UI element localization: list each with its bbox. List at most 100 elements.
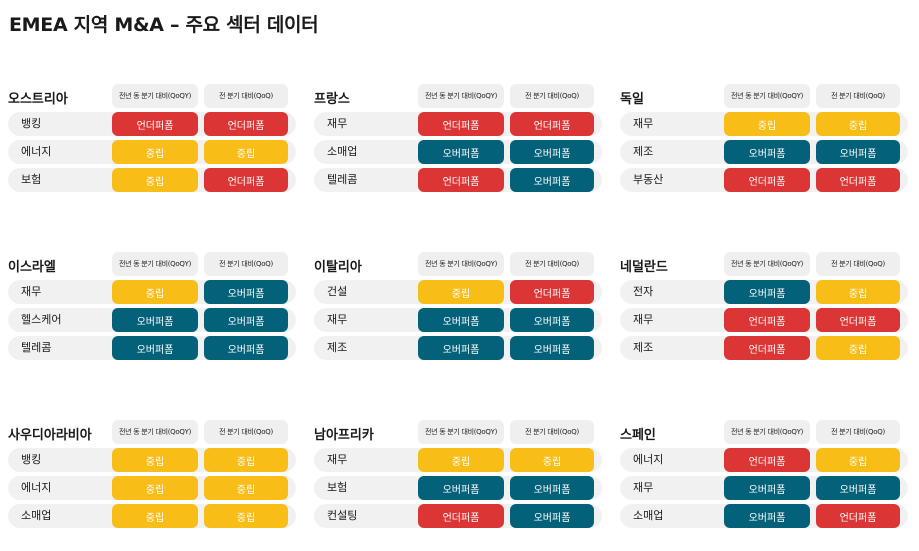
country-name: 프랑스 <box>314 92 350 107</box>
rating-qoqy-badge: 중립 <box>418 448 504 472</box>
sector-row: 컨설팅 언더퍼폼 오버퍼폼 <box>314 504 602 528</box>
country-panel: 프랑스 전년 동 분기 대비(QoQY) 전 분기 대비(QoQ) 재무 언더퍼폼 언더퍼… <box>314 84 602 192</box>
sector-row: 뱅킹 중립 중립 <box>8 448 296 472</box>
column-header-qoqy: 전년 동 분기 대비(QoQY) <box>418 420 504 444</box>
column-header-qoqy: 전년 동 분기 대비(QoQY) <box>418 252 504 276</box>
rating-qoqy-badge: 오버퍼폼 <box>418 476 504 500</box>
sector-name: 재무 <box>633 117 654 130</box>
panel-header: 오스트리아 전년 동 분기 대비(QoQY) 전 분기 대비(QoQ) <box>8 84 296 108</box>
sector-name: 재무 <box>327 453 348 466</box>
sector-row: 제조 오버퍼폼 오버퍼폼 <box>620 140 908 164</box>
sector-row: 재무 중립 중립 <box>314 448 602 472</box>
sector-row: 제조 오버퍼폼 오버퍼폼 <box>314 336 602 360</box>
column-header-qoq: 전 분기 대비(QoQ) <box>204 84 288 108</box>
column-header-qoqy: 전년 동 분기 대비(QoQY) <box>724 252 810 276</box>
sector-name: 텔레콤 <box>327 173 358 186</box>
column-header-qoqy: 전년 동 분기 대비(QoQY) <box>112 420 198 444</box>
rating-qoq-badge: 중립 <box>204 448 288 472</box>
rating-qoq-badge: 오버퍼폼 <box>510 504 594 528</box>
rating-qoqy-badge: 중립 <box>112 476 198 500</box>
sector-row: 재무 중립 중립 <box>620 112 908 136</box>
rating-qoq-badge: 언더퍼폼 <box>510 112 594 136</box>
sector-row: 전자 오버퍼폼 중립 <box>620 280 908 304</box>
country-panel: 이스라엘 전년 동 분기 대비(QoQY) 전 분기 대비(QoQ) 재무 중립 오버퍼폼… <box>8 252 296 360</box>
rating-qoq-badge: 중립 <box>204 140 288 164</box>
sector-name: 재무 <box>633 313 654 326</box>
rating-qoq-badge: 언더퍼폼 <box>510 280 594 304</box>
column-header-qoqy: 전년 동 분기 대비(QoQY) <box>724 84 810 108</box>
panel-header: 이스라엘 전년 동 분기 대비(QoQY) 전 분기 대비(QoQ) <box>8 252 296 276</box>
sector-row: 텔레콤 언더퍼폼 오버퍼폼 <box>314 168 602 192</box>
rating-qoq-badge: 오버퍼폼 <box>510 168 594 192</box>
sector-name: 헬스케어 <box>21 313 62 326</box>
rating-qoqy-badge: 중립 <box>112 504 198 528</box>
country-panel: 이탈리아 전년 동 분기 대비(QoQY) 전 분기 대비(QoQ) 건설 중립 언더퍼폼… <box>314 252 602 360</box>
rating-qoq-badge: 중립 <box>816 280 900 304</box>
sector-name: 제조 <box>633 145 654 158</box>
sector-name: 전자 <box>633 285 654 298</box>
sector-name: 재무 <box>327 313 348 326</box>
country-name: 이탈리아 <box>314 260 362 275</box>
country-name: 오스트리아 <box>8 92 68 107</box>
column-header-qoq: 전 분기 대비(QoQ) <box>204 252 288 276</box>
sector-row: 재무 언더퍼폼 언더퍼폼 <box>314 112 602 136</box>
rating-qoq-badge: 언더퍼폼 <box>816 168 900 192</box>
sector-row: 에너지 중립 중립 <box>8 140 296 164</box>
rating-qoq-badge: 오버퍼폼 <box>204 280 288 304</box>
sector-name: 텔레콤 <box>21 341 52 354</box>
rating-qoq-badge: 오버퍼폼 <box>510 476 594 500</box>
country-name: 사우디아라비아 <box>8 428 92 443</box>
panel-header: 네덜란드 전년 동 분기 대비(QoQY) 전 분기 대비(QoQ) <box>620 252 908 276</box>
panel-header: 남아프리카 전년 동 분기 대비(QoQY) 전 분기 대비(QoQ) <box>314 420 602 444</box>
rating-qoqy-badge: 오버퍼폼 <box>418 336 504 360</box>
rating-qoq-badge: 오버퍼폼 <box>816 140 900 164</box>
column-header-qoq: 전 분기 대비(QoQ) <box>510 252 594 276</box>
rating-qoqy-badge: 오버퍼폼 <box>724 280 810 304</box>
rating-qoq-badge: 오버퍼폼 <box>816 476 900 500</box>
country-panel: 오스트리아 전년 동 분기 대비(QoQY) 전 분기 대비(QoQ) 뱅킹 언더퍼폼 언… <box>8 84 296 192</box>
country-name: 스페인 <box>620 428 656 443</box>
rating-qoqy-badge: 언더퍼폼 <box>724 336 810 360</box>
sector-name: 소매업 <box>21 509 52 522</box>
country-panel: 네덜란드 전년 동 분기 대비(QoQY) 전 분기 대비(QoQ) 전자 오버퍼폼 중립… <box>620 252 908 360</box>
sector-name: 컨설팅 <box>327 509 358 522</box>
sector-name: 에너지 <box>21 145 52 158</box>
country-name: 남아프리카 <box>314 428 374 443</box>
sector-row: 텔레콤 오버퍼폼 오버퍼폼 <box>8 336 296 360</box>
sector-name: 보험 <box>327 481 348 494</box>
country-panel: 남아프리카 전년 동 분기 대비(QoQY) 전 분기 대비(QoQ) 재무 중립 중립 보… <box>314 420 602 528</box>
sector-row: 소매업 중립 중립 <box>8 504 296 528</box>
sector-name: 재무 <box>633 481 654 494</box>
rating-qoqy-badge: 오버퍼폼 <box>112 336 198 360</box>
sector-name: 제조 <box>327 341 348 354</box>
sector-name: 보험 <box>21 173 42 186</box>
country-name: 이스라엘 <box>8 260 56 275</box>
rating-qoqy-badge: 중립 <box>112 280 198 304</box>
sector-name: 에너지 <box>633 453 664 466</box>
sector-name: 에너지 <box>21 481 52 494</box>
country-panel: 사우디아라비아 전년 동 분기 대비(QoQY) 전 분기 대비(QoQ) 뱅킹 중립 중… <box>8 420 296 528</box>
sector-row: 에너지 중립 중립 <box>8 476 296 500</box>
sector-name: 뱅킹 <box>21 117 42 130</box>
rating-qoq-badge: 중립 <box>816 336 900 360</box>
country-panel: 스페인 전년 동 분기 대비(QoQY) 전 분기 대비(QoQ) 에너지 언더퍼폼 중립… <box>620 420 908 528</box>
rating-qoq-badge: 오버퍼폼 <box>510 336 594 360</box>
sector-name: 소매업 <box>327 145 358 158</box>
column-header-qoq: 전 분기 대비(QoQ) <box>816 420 900 444</box>
column-header-qoq: 전 분기 대비(QoQ) <box>816 84 900 108</box>
column-header-qoqy: 전년 동 분기 대비(QoQY) <box>112 252 198 276</box>
rating-qoq-badge: 중립 <box>510 448 594 472</box>
sector-name: 소매업 <box>633 509 664 522</box>
panel-header: 독일 전년 동 분기 대비(QoQY) 전 분기 대비(QoQ) <box>620 84 908 108</box>
rating-qoqy-badge: 중립 <box>112 140 198 164</box>
country-name: 독일 <box>620 92 644 107</box>
rating-qoq-badge: 오버퍼폼 <box>204 308 288 332</box>
panel-header: 이탈리아 전년 동 분기 대비(QoQY) 전 분기 대비(QoQ) <box>314 252 602 276</box>
column-header-qoqy: 전년 동 분기 대비(QoQY) <box>112 84 198 108</box>
rating-qoqy-badge: 중립 <box>724 112 810 136</box>
rating-qoqy-badge: 오버퍼폼 <box>724 504 810 528</box>
sector-row: 헬스케어 오버퍼폼 오버퍼폼 <box>8 308 296 332</box>
rating-qoq-badge: 언더퍼폼 <box>816 308 900 332</box>
rating-qoq-badge: 언더퍼폼 <box>204 112 288 136</box>
